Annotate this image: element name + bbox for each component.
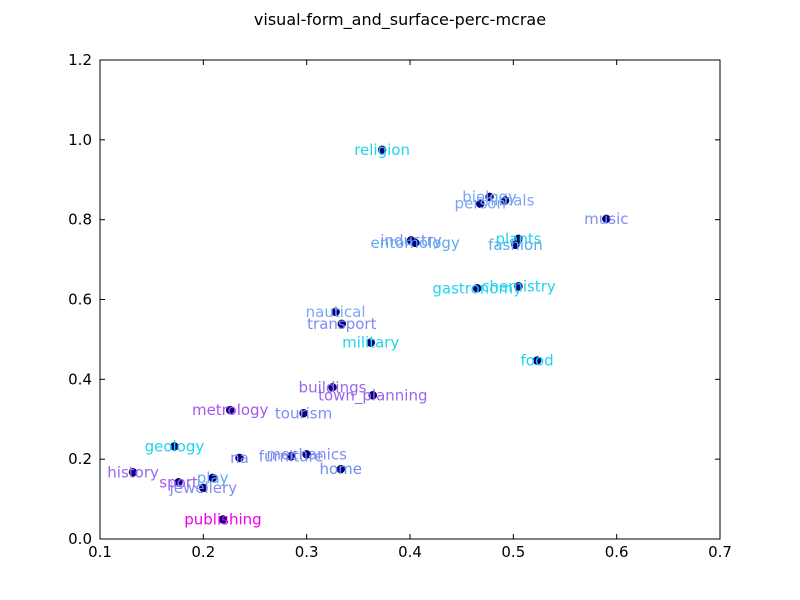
axis-ticks: 0.1 0.2 0.3 0.4 0.5 0.6 0.7 0.0 0.2 0.4 0.6 0.8 1.0 1…	[68, 51, 732, 561]
point-label: metrology	[192, 401, 269, 419]
point-label: buildings	[299, 378, 367, 396]
point-label: transport	[307, 315, 376, 333]
point-label: entomology	[371, 234, 460, 252]
x-tick-label: 0.5	[501, 543, 525, 561]
y-tick-label: 1.0	[68, 131, 92, 149]
data-point	[331, 307, 340, 317]
data-point	[328, 383, 337, 392]
point-label: mechanics	[266, 445, 347, 463]
data-point	[225, 405, 235, 415]
point-label: na	[230, 449, 249, 467]
point-label: geology	[145, 437, 205, 455]
y-tick-label: 0.8	[68, 211, 92, 229]
data-point	[336, 464, 346, 474]
data-point	[500, 196, 510, 205]
data-point	[366, 338, 375, 347]
plot-frame	[99, 59, 721, 540]
x-tick-label: 0.1	[88, 543, 112, 561]
data-point	[128, 468, 138, 477]
point-label: fashion	[488, 236, 543, 254]
y-tick-label: 0.4	[68, 370, 92, 388]
data-point	[410, 238, 420, 248]
data-point	[532, 356, 542, 365]
data-point	[476, 199, 485, 208]
point-label: religion	[354, 141, 410, 159]
point-label: plants	[495, 230, 541, 248]
point-label: music	[584, 210, 628, 228]
point-label: chemistry	[481, 277, 556, 295]
point-label: gastronomy	[432, 279, 522, 297]
data-point	[218, 515, 228, 524]
point-label: person	[455, 195, 506, 213]
data-point	[602, 214, 611, 224]
data-point	[299, 409, 308, 418]
data-point	[302, 450, 311, 459]
data-point	[170, 442, 179, 451]
points-layer: religionbiologyanimalspersonmusicindustr…	[107, 141, 628, 529]
data-point	[174, 478, 183, 487]
data-point	[235, 453, 244, 463]
data-point	[208, 473, 217, 483]
point-label: history	[107, 463, 159, 481]
point-label: sport	[159, 473, 198, 491]
x-tick-label: 0.7	[708, 543, 732, 561]
y-tick-label: 0.0	[68, 530, 92, 548]
x-tick-label: 0.6	[605, 543, 629, 561]
point-label: home	[320, 460, 363, 478]
point-label: publishing	[184, 510, 261, 528]
y-tick-label: 0.2	[68, 450, 92, 468]
point-label: animals	[476, 192, 535, 210]
point-label: military	[342, 334, 399, 352]
data-point	[485, 192, 494, 202]
point-label: tourism	[275, 404, 332, 422]
point-label: food	[521, 352, 554, 370]
data-point	[199, 483, 208, 493]
x-tick-label: 0.2	[191, 543, 215, 561]
data-point	[511, 240, 520, 250]
point-label: jewellery	[169, 479, 238, 497]
data-point	[368, 391, 378, 400]
x-tick-label: 0.3	[295, 543, 319, 561]
y-tick-label: 0.6	[68, 291, 92, 309]
point-label: play	[197, 469, 229, 487]
data-point	[337, 319, 347, 329]
data-point	[472, 284, 482, 293]
y-tick-label: 1.2	[68, 51, 92, 69]
x-tick-label: 0.4	[398, 543, 422, 561]
point-label: nautical	[306, 303, 366, 321]
data-point	[377, 145, 387, 155]
point-label: town_planning	[318, 386, 427, 405]
data-point	[514, 282, 523, 291]
point-label: industry	[380, 231, 442, 249]
chart-title: visual-form_and_surface-perc-mcrae	[253, 10, 547, 29]
data-point	[286, 452, 296, 461]
